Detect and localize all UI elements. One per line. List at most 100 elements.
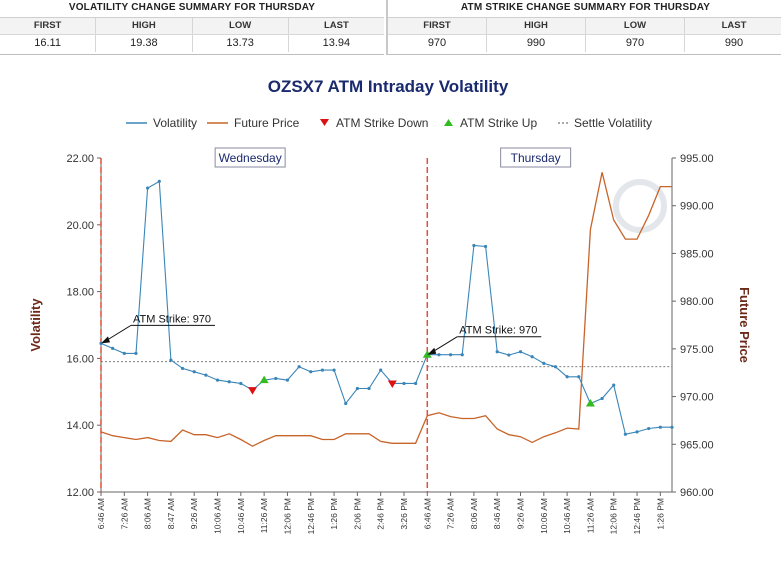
volatility-point	[367, 386, 371, 391]
atm-strike-annotation: ATM Strike: 970	[427, 325, 542, 355]
x-tick-label: 10:46 AM	[562, 498, 572, 534]
x-tick-label: 12:46 PM	[632, 498, 642, 534]
atm-strike-summary-header-row: FIRST HIGH LOW LAST	[388, 18, 781, 35]
volatility-point	[146, 186, 150, 190]
atm-first-header: FIRST	[423, 20, 451, 31]
y2-tick-label: 995.00	[680, 153, 714, 165]
atm-low-value: 970	[585, 35, 684, 52]
chart-container: OZSX7 ATM Intraday Volatility Volatility…	[0, 62, 781, 560]
legend-item-settle: Settle Volatility	[558, 116, 652, 130]
y-tick-label: 12.00	[66, 487, 94, 499]
x-tick-label: 3:26 PM	[399, 498, 409, 530]
volatility-summary-value-row: 16.11 19.38 13.73 13.94	[0, 35, 384, 52]
summary-bar: VOLATILITY CHANGE SUMMARY FOR THURSDAY F…	[0, 0, 781, 55]
volatility-last-header: LAST	[287, 18, 384, 34]
volatility-legend-label: Volatility	[153, 116, 197, 130]
x-tick-label: 2:06 PM	[352, 498, 362, 530]
volatility-line	[100, 180, 672, 435]
y-tick-label: 18.00	[66, 287, 94, 299]
x-tick-label: 9:26 AM	[516, 498, 526, 529]
volatility-point	[612, 383, 616, 387]
volatility-point	[379, 368, 383, 372]
volatility-first-header: FIRST	[33, 20, 62, 31]
volatility-point	[507, 353, 511, 357]
x-tick-label: 6:46 AM	[96, 498, 106, 529]
down-legend-swatch	[320, 119, 329, 126]
x-tick-label: 7:26 AM	[119, 498, 129, 529]
x-tick-label: 8:46 AM	[492, 498, 502, 529]
x-tick-label: 10:06 AM	[213, 498, 223, 534]
session-label-text: Wednesday	[219, 151, 282, 165]
atm-high-value: 990	[486, 35, 585, 52]
volatility-point	[670, 425, 674, 429]
atm-strike-up-marker	[422, 350, 432, 358]
volatility-point	[215, 378, 220, 382]
volatility-point	[577, 375, 581, 379]
volatility-point	[530, 355, 534, 359]
watermark-logo	[613, 179, 667, 233]
atm-strike-annotation-pointer	[431, 336, 458, 354]
x-tick-label: 8:06 AM	[143, 498, 153, 529]
down-legend-label: ATM Strike Down	[336, 116, 428, 130]
legend-item-future: Future Price	[207, 116, 300, 130]
x-tick-label: 8:47 AM	[166, 498, 176, 529]
legend-item-volatility: Volatility	[126, 116, 197, 130]
atm-strike-down-marker	[247, 387, 257, 395]
x-tick-label: 10:06 AM	[539, 498, 549, 534]
y-tick-label: 14.00	[66, 420, 94, 432]
volatility-point	[623, 432, 627, 436]
volatility-point	[227, 380, 231, 384]
x-tick-label: 2:46 PM	[376, 498, 386, 530]
volatility-point	[344, 401, 348, 406]
volatility-point	[402, 381, 406, 386]
x-tick-label: 11:26 AM	[259, 498, 269, 533]
legend-item-down: ATM Strike Down	[320, 116, 428, 130]
x-tick-label: 1:26 PM	[329, 498, 339, 530]
intraday-volatility-chart: OZSX7 ATM Intraday Volatility Volatility…	[28, 77, 752, 534]
atm-strike-summary-value-row: 970 990 970 990	[388, 35, 781, 52]
x-tick-label: 11:26 AM	[585, 498, 595, 533]
volatility-point	[448, 353, 453, 357]
volatility-high-value: 19.38	[95, 35, 191, 52]
volatility-point	[192, 370, 196, 374]
y2-tick-label: 985.00	[680, 248, 714, 260]
volatility-point	[320, 368, 325, 372]
volatility-point	[460, 353, 464, 357]
y2-tick-label: 980.00	[680, 296, 714, 308]
volatility-point	[647, 426, 651, 431]
volatility-point	[204, 373, 208, 377]
chart-legend: Volatility Future Price ATM Strike Down ATM…	[126, 116, 652, 130]
volatility-point	[565, 375, 569, 379]
session-label-text: Thursday	[511, 151, 561, 165]
volatility-point	[355, 386, 359, 391]
atm-strike-annotation: ATM Strike: 970	[101, 313, 215, 344]
atm-strike-down-marker	[387, 380, 397, 388]
settle-legend-label: Settle Volatility	[574, 116, 652, 130]
x-tick-label: 8:06 AM	[469, 498, 479, 529]
volatility-point	[553, 365, 558, 369]
volatility-point	[437, 353, 441, 357]
volatility-point	[542, 361, 546, 366]
atm-last-value: 990	[684, 35, 781, 52]
volatility-point	[180, 366, 185, 371]
atm-strike-summary-panel: ATM STRIKE CHANGE SUMMARY FOR THURSDAY F…	[386, 0, 781, 55]
volatility-point	[169, 358, 173, 362]
volatility-low-value: 13.73	[191, 35, 288, 52]
atm-strike-annotation-arrowhead	[427, 347, 437, 355]
chart-title: OZSX7 ATM Intraday Volatility	[268, 77, 509, 96]
atm-strike-annotation-text: ATM Strike: 970	[459, 325, 537, 337]
volatility-point	[414, 381, 418, 386]
session-label: Thursday	[500, 147, 572, 168]
x-tick-label: 10:46 AM	[236, 498, 246, 534]
volatility-point	[495, 350, 499, 354]
volatility-point	[332, 368, 336, 372]
plot-area: 12.00 14.00 16.00 18.00 20.00 22.00 960.00 965.…	[28, 147, 752, 534]
volatility-point	[658, 425, 662, 429]
volatility-last-value: 13.94	[287, 35, 384, 52]
volatility-point	[635, 430, 639, 434]
atm-first-value: 970	[427, 37, 447, 49]
volatility-point	[483, 244, 488, 249]
volatility-point	[518, 350, 523, 354]
atm-last-header: LAST	[684, 18, 781, 34]
volatility-point	[285, 378, 290, 382]
